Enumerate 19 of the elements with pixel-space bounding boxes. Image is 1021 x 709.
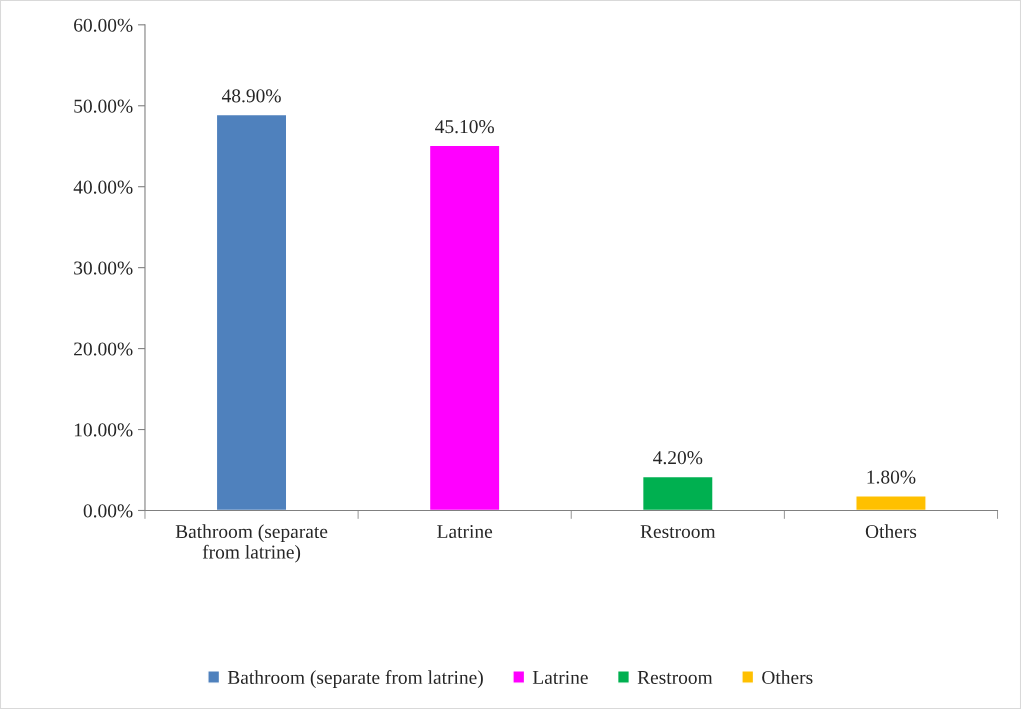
y-tick-label: 60.00% xyxy=(74,18,133,32)
y-tick-label: 30.00% xyxy=(74,261,133,275)
legend-label: Restroom xyxy=(637,671,713,685)
data-label: 1.80% xyxy=(867,470,916,484)
y-tick-label: 20.00% xyxy=(74,342,133,356)
x-tick-label: Latrine xyxy=(437,524,493,539)
data-label: 4.20% xyxy=(653,451,703,465)
legend-label: Others xyxy=(762,670,813,685)
y-tick-label: 10.00% xyxy=(74,423,133,437)
legend-label: Bathroom (separate from latrine) xyxy=(227,670,483,688)
y-tick-label: 50.00% xyxy=(74,99,133,113)
x-tick-label: Bathroom (separate from latrine) xyxy=(175,524,328,563)
legend-label: Latrine xyxy=(532,670,588,685)
x-tick-label: Others xyxy=(865,524,917,539)
x-tick-label: Restroom xyxy=(640,525,716,539)
data-label: 48.90% xyxy=(221,89,281,103)
y-tick-label: 40.00% xyxy=(73,180,133,194)
y-tick-label: 0.00% xyxy=(83,504,133,518)
data-label: 45.10% xyxy=(435,120,494,134)
